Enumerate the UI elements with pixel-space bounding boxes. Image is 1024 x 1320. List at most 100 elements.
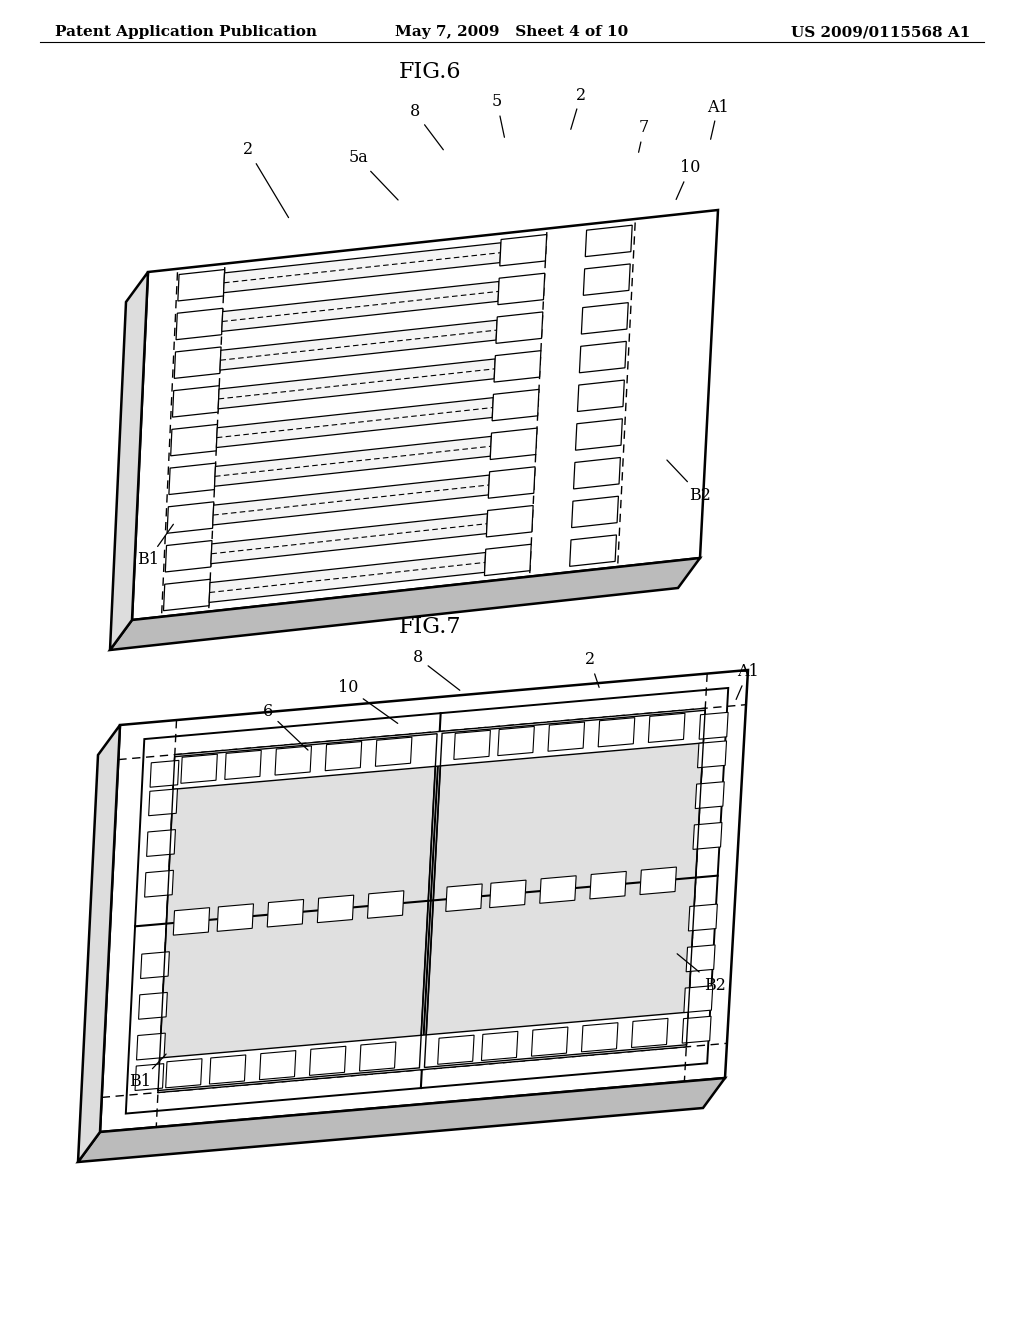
Polygon shape (486, 506, 534, 537)
Polygon shape (151, 760, 179, 787)
Polygon shape (110, 272, 148, 649)
Text: B2: B2 (677, 954, 726, 994)
Polygon shape (368, 891, 403, 919)
Polygon shape (144, 870, 173, 898)
Polygon shape (148, 789, 177, 816)
Polygon shape (136, 1034, 165, 1060)
Text: 10: 10 (338, 680, 397, 723)
Polygon shape (223, 243, 501, 293)
Polygon shape (489, 880, 526, 908)
Polygon shape (586, 226, 632, 256)
Polygon shape (359, 1041, 396, 1071)
Polygon shape (498, 726, 535, 755)
Polygon shape (580, 342, 627, 372)
Polygon shape (590, 871, 627, 899)
Polygon shape (424, 710, 706, 1068)
Polygon shape (309, 1047, 346, 1076)
Polygon shape (571, 496, 618, 528)
Polygon shape (498, 273, 545, 305)
Text: Patent Application Publication: Patent Application Publication (55, 25, 317, 40)
Polygon shape (317, 895, 353, 923)
Polygon shape (166, 1059, 202, 1088)
Polygon shape (493, 389, 539, 421)
Text: May 7, 2009   Sheet 4 of 10: May 7, 2009 Sheet 4 of 10 (395, 25, 629, 40)
Polygon shape (688, 904, 718, 931)
Polygon shape (640, 867, 677, 895)
Polygon shape (582, 302, 629, 334)
Polygon shape (540, 875, 577, 903)
Polygon shape (699, 713, 728, 739)
Polygon shape (437, 1035, 474, 1064)
Polygon shape (225, 750, 261, 780)
Polygon shape (213, 475, 489, 525)
Polygon shape (209, 553, 485, 602)
Polygon shape (178, 269, 224, 301)
Polygon shape (132, 210, 718, 620)
Polygon shape (220, 321, 497, 370)
Polygon shape (496, 312, 543, 343)
Polygon shape (169, 463, 216, 495)
Polygon shape (500, 235, 547, 265)
Polygon shape (174, 347, 221, 379)
Polygon shape (135, 1064, 164, 1090)
Text: 2: 2 (243, 141, 289, 218)
Polygon shape (575, 418, 623, 450)
Polygon shape (695, 781, 724, 809)
Polygon shape (582, 1023, 617, 1052)
Polygon shape (215, 437, 492, 486)
Text: A1: A1 (708, 99, 729, 140)
Polygon shape (126, 688, 728, 1114)
Polygon shape (216, 397, 494, 447)
Polygon shape (164, 579, 210, 611)
Polygon shape (684, 986, 713, 1012)
Text: 2: 2 (570, 87, 586, 129)
Text: B2: B2 (667, 459, 711, 503)
Polygon shape (110, 558, 700, 649)
Polygon shape (158, 734, 437, 1090)
Polygon shape (267, 899, 303, 927)
Polygon shape (376, 737, 412, 767)
Polygon shape (481, 1031, 518, 1060)
Polygon shape (693, 822, 722, 849)
Polygon shape (490, 428, 537, 459)
Polygon shape (548, 722, 585, 751)
Polygon shape (578, 380, 625, 412)
Text: 5: 5 (492, 94, 505, 137)
Polygon shape (484, 544, 531, 576)
Text: 8: 8 (410, 103, 443, 149)
Text: A1: A1 (736, 664, 759, 700)
Polygon shape (217, 904, 254, 932)
Polygon shape (78, 1078, 725, 1162)
Polygon shape (138, 993, 167, 1019)
Text: 6: 6 (263, 704, 308, 750)
Polygon shape (210, 1055, 246, 1084)
Polygon shape (326, 742, 361, 771)
Polygon shape (454, 730, 490, 759)
Polygon shape (146, 829, 175, 857)
Polygon shape (573, 458, 621, 488)
Text: 5a: 5a (348, 149, 398, 201)
Polygon shape (172, 385, 219, 417)
Polygon shape (173, 908, 210, 935)
Polygon shape (218, 359, 496, 409)
Polygon shape (569, 535, 616, 566)
Polygon shape (632, 1019, 668, 1048)
Polygon shape (173, 709, 706, 789)
Polygon shape (682, 1016, 711, 1043)
Text: B1: B1 (129, 1055, 166, 1090)
Polygon shape (584, 264, 630, 296)
Polygon shape (259, 1051, 296, 1080)
Polygon shape (167, 502, 214, 533)
Polygon shape (598, 718, 635, 747)
Text: US 2009/0115568 A1: US 2009/0115568 A1 (791, 25, 970, 40)
Text: 7: 7 (639, 120, 649, 152)
Text: 8: 8 (413, 649, 460, 690)
Polygon shape (158, 1012, 688, 1093)
Polygon shape (140, 952, 169, 978)
Polygon shape (171, 425, 217, 455)
Polygon shape (697, 741, 726, 768)
Polygon shape (165, 541, 212, 572)
Polygon shape (275, 746, 311, 775)
Polygon shape (176, 309, 223, 339)
Text: 2: 2 (585, 652, 599, 688)
